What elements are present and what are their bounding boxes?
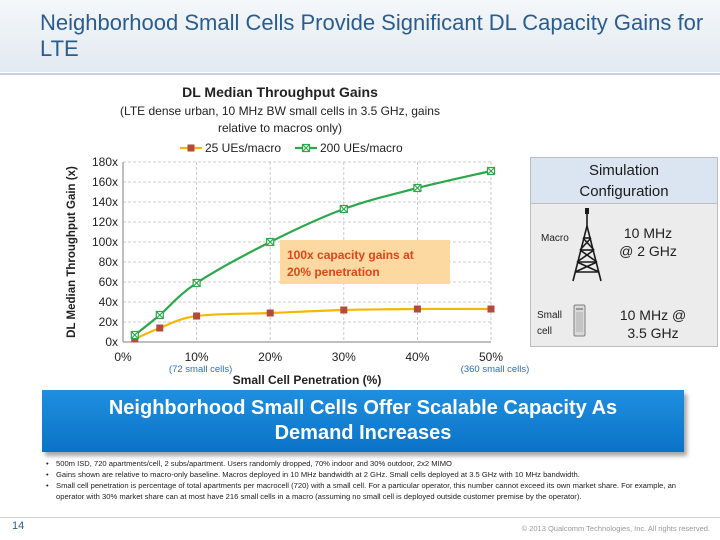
chart-legend: 25 UEs/macro 200 UEs/macro <box>180 141 403 155</box>
x-tick-label: 10% <box>185 350 209 364</box>
chart-subtitle: relative to macros only) <box>218 121 342 135</box>
data-point <box>413 183 422 193</box>
x-note: (360 small cells) <box>461 364 530 375</box>
bullet-icon: • <box>46 470 49 479</box>
footnote-text: 500m ISD, 720 apartments/cell, 2 subs/ap… <box>56 459 452 468</box>
marker-cross <box>302 144 310 152</box>
copyright-notice: © 2013 Qualcomm Technologies, Inc. All r… <box>521 524 710 533</box>
y-tick-label: 80x <box>99 255 118 269</box>
banner-line: Neighborhood Small Cells Offer Scalable … <box>108 397 618 419</box>
y-axis-title: DL Median Throughput Gain (x) <box>66 166 78 338</box>
small-config-line: 10 MHz @ <box>619 307 687 323</box>
legend-label: 200 UEs/macro <box>320 141 403 155</box>
macro-config-line: @ 2 GHz <box>619 243 677 259</box>
x-tick-label: 30% <box>332 350 356 364</box>
marker-cross <box>340 205 348 213</box>
data-point <box>192 278 201 288</box>
footnote-item: • Gains shown are relative to macro-only … <box>46 469 706 480</box>
bullet-icon: • <box>46 481 49 490</box>
small-cell-device-icon <box>573 304 586 337</box>
macro-config-line: 10 MHz <box>623 225 673 241</box>
macro-tower-icon <box>572 208 602 282</box>
footnote-text: Gains shown are relative to macro-only b… <box>56 470 580 479</box>
legend-marker <box>301 143 311 153</box>
small-cell-label-line: Small <box>537 310 563 321</box>
small-cell-label: Small cell <box>537 308 567 340</box>
annotation-text: 20% penetration <box>287 265 380 279</box>
y-tick-label: 60x <box>99 275 118 289</box>
macro-label: Macro <box>541 233 569 244</box>
slide-title: Neighborhood Small Cells Provide Signifi… <box>40 10 704 61</box>
y-tick-label: 20x <box>99 315 118 329</box>
x-tick-label: 20% <box>258 350 282 364</box>
chart-annotation: 100x capacity gains at 20% penetration <box>280 240 450 284</box>
y-tick-label: 120x <box>92 215 118 229</box>
y-tick-label: 160x <box>92 175 118 189</box>
throughput-chart: DL Median Throughput Gains (LTE dense urb… <box>66 84 529 387</box>
series-line <box>134 307 492 341</box>
data-point <box>339 204 348 214</box>
macro-config: 10 MHz @ 2 GHz <box>603 224 693 260</box>
annotation-text: 100x capacity gains at <box>287 248 414 262</box>
marker-cross <box>156 311 164 319</box>
bullet-icon: • <box>46 459 49 468</box>
small-cell-label-line: cell <box>537 326 553 337</box>
marker-cross <box>266 238 274 246</box>
data-point <box>486 166 496 176</box>
x-axis-title: Small Cell Penetration (%) <box>233 373 382 387</box>
data-point <box>155 310 164 320</box>
chart-series <box>130 166 496 343</box>
x-tick-label: 50% <box>479 350 503 364</box>
footer-divider <box>0 517 720 518</box>
data-point <box>130 330 139 340</box>
footnote-item: • 500m ISD, 720 apartments/cell, 2 subs/a… <box>46 458 706 469</box>
marker-cross <box>131 331 139 339</box>
small-config-line: 3.5 GHz <box>627 325 679 341</box>
title-bar: Neighborhood Small Cells Provide Signifi… <box>0 0 720 72</box>
y-tick-label: 0x <box>105 335 118 349</box>
x-tick-label: 40% <box>405 350 429 364</box>
y-tick-label: 40x <box>99 295 118 309</box>
legend-label: 25 UEs/macro <box>205 141 281 155</box>
x-tick-label: 0% <box>114 350 132 364</box>
legend-marker <box>187 144 195 152</box>
data-point <box>487 305 495 313</box>
marker-cross <box>487 167 495 175</box>
marker-cross <box>413 184 421 192</box>
simulation-config-panel: Simulation Configuration Macro 10 MHz @ … <box>530 157 718 347</box>
data-point <box>413 305 421 313</box>
annotation-box <box>280 240 450 284</box>
y-tick-label: 140x <box>92 195 118 209</box>
key-message-banner: Neighborhood Small Cells Offer Scalable … <box>42 390 684 452</box>
y-tick-label: 180x <box>92 155 118 169</box>
data-point <box>193 312 201 320</box>
chart-axes: 0x 20x 40x 60x 80x 100x 120x 140x 160x 180x 0% 10% 2… <box>66 155 529 387</box>
sim-title-line: Simulation <box>588 162 660 179</box>
slide-number: 14 <box>12 520 25 532</box>
sim-config-title: Simulation Configuration <box>531 158 717 204</box>
data-point <box>266 237 275 247</box>
small-cell-config: 10 MHz @ 3.5 GHz <box>603 306 703 342</box>
footnote-list: • 500m ISD, 720 apartments/cell, 2 subs/a… <box>46 458 706 502</box>
chart-titles: DL Median Throughput Gains (LTE dense urb… <box>120 84 440 135</box>
data-point <box>156 324 164 332</box>
footnote-item: • Small cell penetration is percentage of… <box>46 480 706 502</box>
x-note: (72 small cells) <box>169 364 232 375</box>
marker-cross <box>193 279 201 287</box>
data-point <box>266 309 274 317</box>
chart-subtitle: (LTE dense urban, 10 MHz BW small cells … <box>120 104 440 118</box>
chart-title: DL Median Throughput Gains <box>182 84 378 100</box>
y-tick-label: 100x <box>92 235 118 249</box>
sim-title-line: Configuration <box>579 183 669 200</box>
data-point <box>340 306 348 314</box>
title-divider <box>0 73 720 75</box>
banner-line: Demand Increases <box>274 422 452 444</box>
footnote-text: Small cell penetration is percentage of … <box>56 481 677 501</box>
